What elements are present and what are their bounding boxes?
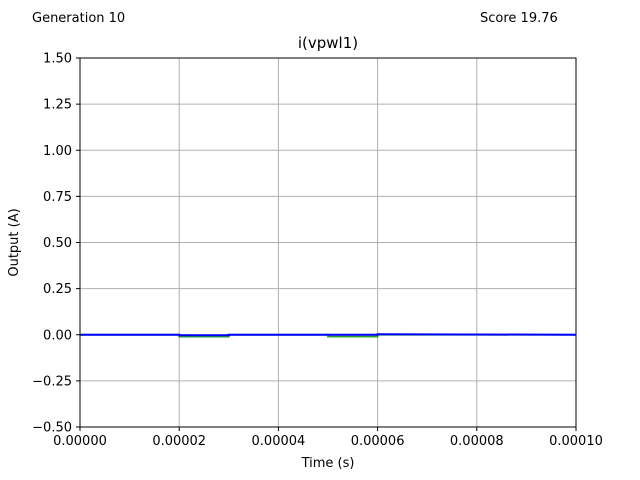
x-tick-label: 0.00008 [450,434,504,449]
x-tick-label: 0.00010 [549,434,603,449]
series-lines [80,333,577,338]
y-tick-label: 1.25 [43,98,72,113]
y-tick-label: 1.00 [43,144,72,159]
x-tick-label: 0.00000 [53,434,107,449]
grid [79,57,577,428]
chart-title: i(vpwl1) [298,34,358,52]
output-series-line [80,333,577,337]
x-tick-label: 0.00006 [351,434,405,449]
y-tick-label: 1.50 [43,52,72,67]
generation-label: Generation 10 [32,11,126,26]
x-tick-label: 0.00004 [252,434,306,449]
y-tick-label: −0.50 [32,421,72,436]
score-label: Score 19.76 [480,11,558,26]
x-tick-label: 0.00002 [152,434,206,449]
y-tick-label: 0.00 [43,328,72,343]
y-axis-label: Output (A) [7,208,22,276]
y-tick-label: −0.25 [32,374,72,389]
y-tick-label: 0.25 [43,282,72,297]
y-tick-label: 0.75 [43,190,72,205]
y-tick-label: 0.50 [43,236,72,251]
axis-ticks: 0.00000 0.00002 0.00004 0.00006 0.00008 0.000… [32,52,603,450]
x-axis-label: Time (s) [301,456,355,471]
